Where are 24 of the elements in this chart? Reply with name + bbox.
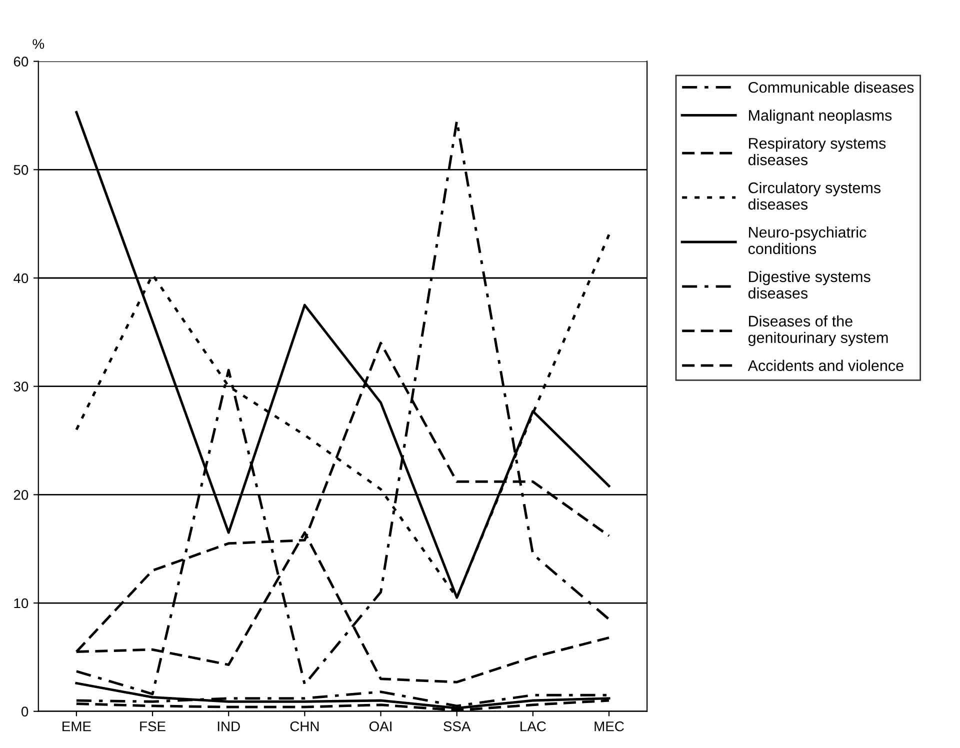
- x-tick-label: LAC: [520, 721, 546, 732]
- y-tick-label: 40: [14, 273, 28, 284]
- legend-label: Malignant neoplasms: [749, 110, 892, 124]
- legend-label: Accidents and violence: [748, 360, 904, 372]
- y-tick-label: 30: [14, 382, 28, 392]
- legend-label: Respiratory systems diseases: [748, 138, 886, 166]
- x-tick-label: EME: [62, 722, 91, 732]
- y-tick-label: 20: [14, 490, 28, 500]
- legend-label: Circulatory systems diseases: [748, 182, 881, 210]
- x-tick-label: FSE: [140, 721, 166, 732]
- legend-label: Diseases of the genitourinary system: [748, 315, 888, 346]
- legend-label: Digestive systems diseases: [748, 270, 870, 299]
- x-tick-label: IND: [218, 722, 240, 732]
- x-tick-label: OAI: [369, 721, 392, 732]
- y-axis-title: %: [32, 39, 44, 49]
- legend-label: Communicable diseases: [748, 82, 914, 93]
- y-tick-label: 50: [14, 165, 28, 175]
- y-tick-label: 10: [14, 598, 28, 608]
- x-tick-label: SSA: [444, 721, 471, 732]
- legend-label: Neuro-psychiatric conditions: [748, 226, 866, 254]
- y-tick-label: 60: [14, 56, 28, 67]
- x-tick-label: CHN: [290, 721, 319, 732]
- x-tick-label: MEC: [594, 721, 624, 732]
- y-tick-label: 0: [21, 706, 28, 717]
